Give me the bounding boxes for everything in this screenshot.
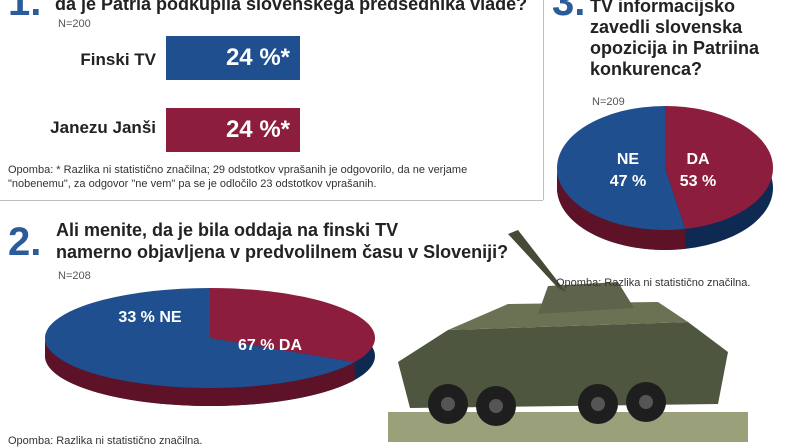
q2-title-line2: namerno objavljena v predvolilnem času v…	[56, 242, 509, 262]
bar-label-janezu-jansi: Janezu Janši	[50, 118, 156, 137]
pie-q2-depth-ne	[45, 338, 355, 406]
pie-q3-depth-ne	[557, 168, 686, 251]
q1-n: N=200	[58, 18, 91, 30]
pie-q3-label-da-title: DA	[686, 151, 710, 168]
pie-q2-label-ne: 33 % NE	[118, 309, 182, 326]
q1-number: 1.	[8, 0, 42, 24]
q3-title-line1: TV informacijsko	[590, 0, 736, 16]
q3-title-line3: opozicija in Patriina	[590, 38, 760, 58]
q1-title: da je Patria podkupila slovenskega preds…	[55, 0, 528, 14]
pie-chart-q2	[44, 288, 375, 406]
pie-q2-slice-ne	[210, 288, 375, 363]
q2-number: 2.	[8, 220, 42, 264]
bar-value-janezu-jansi: 24 %*	[225, 116, 290, 143]
pie-q2-label-da: 67 % DA	[237, 337, 303, 354]
section-divider-horizontal	[0, 200, 543, 201]
pie-q3-slice-da	[556, 106, 686, 230]
q2-title-line1: Ali menite, da je bila oddaja na finski …	[56, 220, 399, 240]
pie-q2-slice-da	[44, 288, 355, 388]
q3-title-line2: zavedli slovenska	[590, 17, 743, 37]
pie-q3-label-ne-title: NE	[616, 151, 640, 168]
pie-q3-label-ne-value: 47 %	[609, 173, 647, 190]
pie-q3-slice-ne	[665, 106, 773, 229]
bar-value-finski-tv: 24 %*	[225, 44, 290, 71]
q3-title-line4: konkurenca?	[590, 59, 703, 79]
q2-n: N=208	[58, 270, 91, 282]
pie-chart-q3	[556, 106, 773, 251]
vehicle-cannon	[508, 230, 566, 292]
bar-label-finski-tv: Finski TV	[80, 50, 156, 69]
armored-vehicle-illustration	[388, 230, 748, 442]
q3-number: 3.	[552, 0, 586, 24]
vehicle-deck	[448, 302, 688, 330]
pie-q3-label-da-value: 53 %	[679, 173, 717, 190]
bar-janezu-jansi: 24 %*	[166, 108, 300, 152]
bar-finski-tv: 24 %*	[166, 36, 300, 80]
vehicle-hubs	[441, 395, 653, 413]
section-divider-vertical	[543, 0, 544, 200]
q3-note: Opomba: Razlika ni statistično značilna.	[556, 277, 751, 289]
q1-note: Opomba: * Razlika ni statistično značiln…	[8, 164, 468, 190]
q3-n: N=209	[592, 96, 625, 108]
q2-note: Opomba: Razlika ni statistično značilna.	[8, 435, 203, 447]
